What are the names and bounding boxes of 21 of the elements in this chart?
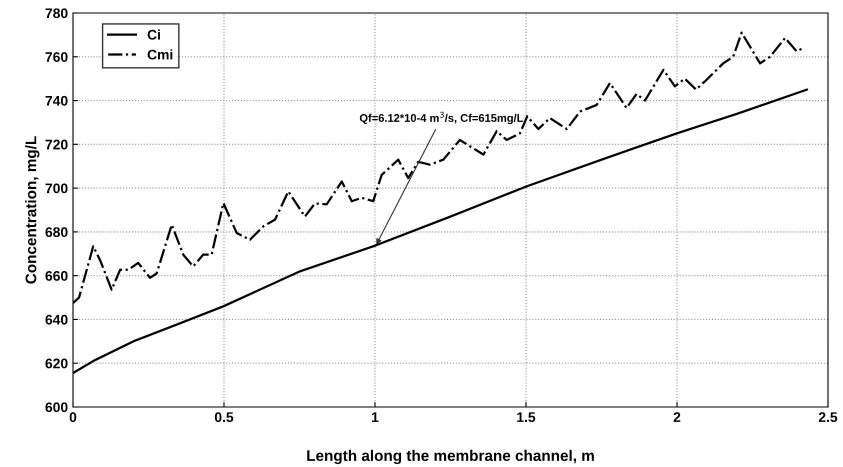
y-tick-label: 680 — [45, 227, 68, 238]
y-tick-label: 700 — [46, 183, 68, 194]
legend-label: Cmi — [148, 49, 172, 60]
y-tick-label: 780 — [46, 8, 68, 18]
x-tick-label: 1.5 — [517, 412, 536, 422]
y-tick-label: 600 — [45, 402, 68, 412]
x-tick-label: 0 — [70, 412, 76, 422]
x-tick-label: 1 — [372, 412, 378, 422]
y-axis-title: Concentration, mg/L — [25, 136, 40, 284]
y-tick-label: 620 — [45, 358, 68, 368]
y-tick-label: 640 — [45, 314, 68, 325]
x-tick-label: 2.5 — [818, 412, 838, 422]
legend-label: Ci — [148, 29, 160, 40]
x-axis-title: Length along the membrane channel, m — [307, 450, 594, 464]
y-tick-label: 760 — [46, 52, 68, 62]
x-tick-label: 0.5 — [214, 412, 234, 422]
y-tick-label: 720 — [46, 140, 68, 150]
annotation: Qf=6.12*10-4 m$^{3}$/s, Cf=615mg/L — [360, 112, 524, 124]
x-tick-label: 2 — [674, 412, 680, 422]
y-tick-label: 740 — [46, 96, 68, 106]
y-tick-label: 660 — [45, 271, 68, 281]
